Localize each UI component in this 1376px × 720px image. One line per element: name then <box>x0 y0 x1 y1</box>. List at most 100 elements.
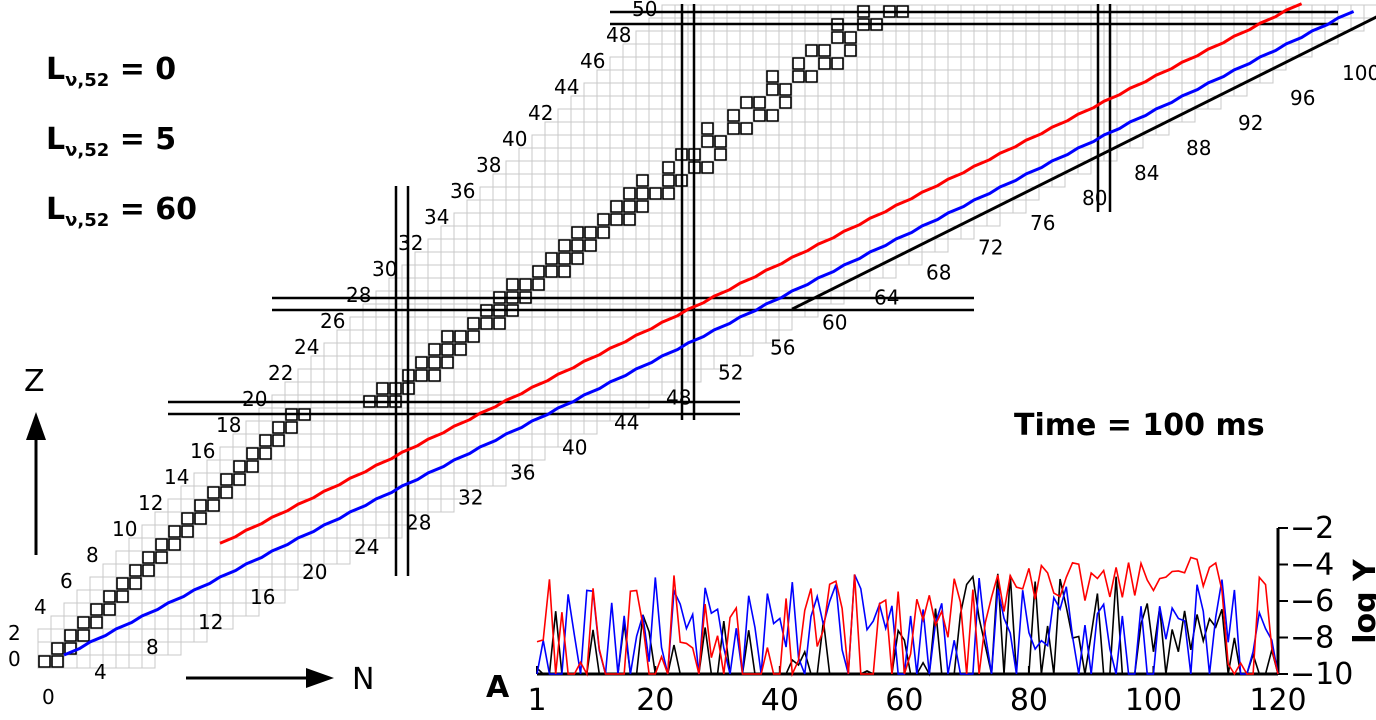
z-tick-label: 44 <box>554 75 579 99</box>
abund-x-tick-label: 120 <box>1249 683 1306 718</box>
abund-y-tick-label: −2 <box>1290 511 1334 546</box>
z-tick-label: 14 <box>164 465 189 489</box>
n-tick-label: 76 <box>1030 211 1055 235</box>
z-tick-label: 10 <box>112 517 137 541</box>
n-tick-label: 4 <box>94 660 107 684</box>
z-tick-label: 26 <box>320 309 345 333</box>
n-tick-label: 56 <box>770 336 795 360</box>
n-tick-label: 0 <box>42 685 55 709</box>
n-tick-labels: 0481216202428323640444852566064687276808… <box>42 61 1376 709</box>
z-tick-label: 24 <box>294 335 319 359</box>
n-tick-label: 96 <box>1290 86 1315 110</box>
abund-series-2 <box>536 556 1279 678</box>
z-tick-label: 42 <box>528 101 553 125</box>
n-tick-label: 52 <box>718 361 743 385</box>
z-tick-label: 50 <box>632 0 657 21</box>
legend-entry-0-value: = 0 <box>109 52 177 87</box>
n-tick-label: 88 <box>1186 136 1211 160</box>
grid-cells <box>37 4 1376 669</box>
n-tick-label: 24 <box>354 535 379 559</box>
z-tick-label: 4 <box>34 595 47 619</box>
abund-x-tick-label: 60 <box>885 683 923 718</box>
legend-entry-1-value: = 5 <box>109 122 177 157</box>
n-tick-label: 80 <box>1082 186 1107 210</box>
legend-entry-2-value: = 60 <box>109 192 198 227</box>
n-tick-label: 20 <box>302 560 327 584</box>
abund-series-0 <box>536 573 1279 677</box>
n-tick-label: 32 <box>458 485 483 509</box>
z-tick-label: 32 <box>398 231 423 255</box>
n-tick-label: 68 <box>926 261 951 285</box>
n-tick-label: 28 <box>406 510 431 534</box>
n-tick-label: 44 <box>614 410 639 434</box>
abund-x-tick-label: 1 <box>527 683 546 718</box>
z-tick-label: 16 <box>190 439 215 463</box>
z-tick-label: 30 <box>372 257 397 281</box>
abundance-plot: 1 20 40 60 80 100 120−2−4−6−8−10 <box>527 511 1353 718</box>
z-tick-label: 12 <box>138 491 163 515</box>
log-y-label: log Y <box>1347 559 1376 644</box>
abund-x-tick-label: 20 <box>636 683 674 718</box>
z-tick-label: 38 <box>476 153 501 177</box>
abund-series-1 <box>536 574 1279 675</box>
n-tick-label: 16 <box>250 585 275 609</box>
z-tick-label: 2 <box>8 621 21 645</box>
n-tick-label: 72 <box>978 236 1003 260</box>
magic-number-lines <box>168 4 1338 576</box>
z-arrow-head <box>26 412 46 440</box>
path-line-0 <box>791 15 1376 311</box>
legend-entry-1-sub: ν,52 <box>65 140 110 161</box>
n-tick-label: 64 <box>874 286 899 310</box>
z-tick-label: 48 <box>606 23 631 47</box>
legend-entry-1-main: L <box>46 122 66 157</box>
n-tick-label: 84 <box>1134 161 1159 185</box>
legend-entry-0: Lν,52 = 0 <box>46 52 176 91</box>
rprocess-paths <box>63 2 1376 657</box>
abund-y-tick-label: −4 <box>1290 548 1334 583</box>
z-tick-labels: 0246810121416182022242628303234363840424… <box>8 0 657 671</box>
axis-arrows <box>26 412 334 688</box>
z-tick-label: 20 <box>242 387 267 411</box>
z-tick-label: 46 <box>580 49 605 73</box>
n-tick-label: 100 <box>1342 61 1376 85</box>
path-line-2 <box>219 2 1303 545</box>
abund-x-tick-label: 40 <box>761 683 799 718</box>
nuclide-grid <box>37 4 1376 669</box>
n-arrow-head <box>306 668 334 688</box>
abund-y-tick-label: −6 <box>1290 584 1334 619</box>
z-tick-label: 8 <box>86 543 99 567</box>
legend-entry-2: Lν,52 = 60 <box>46 192 197 231</box>
z-tick-label: 28 <box>346 283 371 307</box>
path-line-1 <box>63 10 1355 657</box>
legend-entry-0-sub: ν,52 <box>65 70 110 91</box>
abund-y-tick-label: −8 <box>1290 621 1334 656</box>
a-axis-letter: A <box>486 670 510 705</box>
stable-squares <box>38 5 909 668</box>
legend-entry-1: Lν,52 = 5 <box>46 122 176 161</box>
z-tick-label: 36 <box>450 179 475 203</box>
stable-isotopes <box>38 5 909 668</box>
n-tick-label: 40 <box>562 435 587 459</box>
n-tick-label: 36 <box>510 460 535 484</box>
legend-entry-2-main: L <box>46 192 66 227</box>
z-tick-label: 40 <box>502 127 527 151</box>
abund-y-tick-label: −10 <box>1290 657 1353 692</box>
legend-entry-2-sub: ν,52 <box>65 210 110 231</box>
n-tick-label: 8 <box>146 635 159 659</box>
n-tick-label: 48 <box>666 385 691 409</box>
abund-x-tick-label: 100 <box>1125 683 1182 718</box>
z-axis-letter: Z <box>24 364 45 399</box>
n-tick-label: 12 <box>198 610 223 634</box>
z-tick-label: 34 <box>424 205 449 229</box>
z-tick-label: 0 <box>8 647 21 671</box>
time-label: Time = 100 ms <box>1014 408 1265 443</box>
z-tick-label: 6 <box>60 569 73 593</box>
n-tick-label: 60 <box>822 311 847 335</box>
z-tick-label: 22 <box>268 361 293 385</box>
z-tick-label: 18 <box>216 413 241 437</box>
n-tick-label: 92 <box>1238 111 1263 135</box>
legend-entry-0-main: L <box>46 52 66 87</box>
abund-x-tick-label: 80 <box>1010 683 1048 718</box>
n-axis-letter: N <box>352 662 375 697</box>
